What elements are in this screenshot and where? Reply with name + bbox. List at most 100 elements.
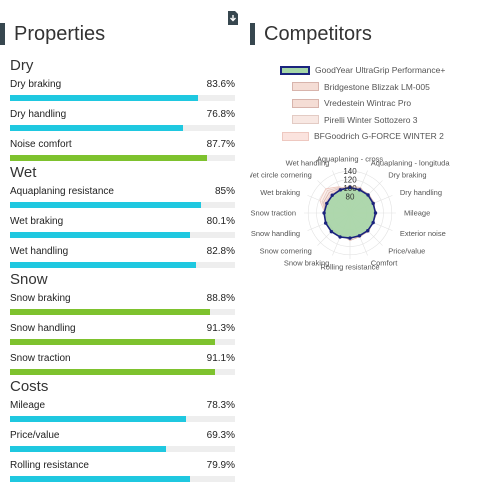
download-icon[interactable] (227, 11, 239, 25)
heading-accent-bar (250, 23, 255, 45)
properties-title: Properties (14, 22, 106, 45)
metric-bar-track (10, 369, 235, 375)
metric-row: Dry braking 83.6% (10, 79, 235, 109)
radar-axis-label: Comfort (371, 258, 399, 267)
legend-item[interactable]: Pirelli Winter Sottozero 3 (292, 112, 445, 129)
radar-tick-label: 120 (343, 176, 357, 185)
metric-value: 76.8% (206, 109, 235, 120)
series-point (371, 201, 375, 206)
metric-value: 91.3% (206, 323, 235, 334)
metric-row: Noise comfort 87.7% (10, 139, 235, 169)
legend-swatch (282, 131, 309, 141)
radar-axis-label: Wet circle cornering (250, 170, 312, 179)
properties-heading: Properties (0, 23, 105, 45)
group-title-costs: Costs (10, 378, 49, 395)
metric-label: Dry braking (10, 79, 62, 90)
legend-label: Vredestein Wintrac Pro (324, 98, 412, 109)
competitors-heading: Competitors (250, 23, 372, 45)
metric-bar-fill (10, 476, 190, 482)
group-title-wet: Wet (10, 164, 37, 181)
radar-axis-label: Aquaplaning - cross (317, 155, 384, 164)
radar-axis-label: Dry handling (400, 188, 442, 197)
metric-bar-track (10, 416, 235, 422)
metric-bar-fill (10, 446, 166, 452)
legend-swatch (280, 65, 310, 75)
metric-label: Noise comfort (10, 139, 72, 150)
legend-label: BFGoodrich G-FORCE WINTER 2 (314, 131, 444, 142)
radar-tick-label: 100 (343, 184, 357, 193)
series-point (329, 229, 334, 234)
metric-bar-fill (10, 262, 197, 268)
metric-value: 87.7% (206, 139, 235, 150)
radar-tick-label: 140 (343, 167, 357, 176)
radar-axis-label: Snow handling (251, 229, 300, 238)
group-title-snow: Snow (10, 271, 48, 288)
metric-value: 79.9% (206, 460, 235, 471)
metric-bar-fill (10, 416, 187, 422)
heading-accent-bar (0, 23, 5, 45)
metric-value: 83.6% (206, 79, 235, 90)
metric-value: 85% (214, 186, 235, 197)
metric-label: Dry handling (10, 109, 67, 120)
legend-item[interactable]: Vredestein Wintrac Pro (292, 95, 445, 112)
series-point (325, 201, 329, 206)
legend-item[interactable]: BFGoodrich G-FORCE WINTER 2 (282, 128, 445, 145)
metric-bar-track (10, 339, 235, 345)
metric-bar-fill (10, 95, 199, 101)
series-point (366, 229, 370, 233)
radar-axis-label: Wet braking (260, 188, 300, 197)
metric-row: Wet braking 80.1% (10, 216, 235, 246)
metric-value: 88.8% (206, 293, 235, 304)
metric-label: Mileage (10, 400, 46, 411)
metric-value: 80.1% (206, 216, 235, 227)
metric-bar-track (10, 476, 235, 482)
metric-bar-track (10, 232, 235, 238)
metric-row: Dry handling 76.8% (10, 109, 235, 139)
series-point (357, 188, 362, 192)
radar-axis-label: Price/value (388, 247, 425, 256)
metric-row: Wet handling 82.8% (10, 246, 235, 276)
legend-item[interactable]: Bridgestone Blizzak LM-005 (292, 79, 445, 96)
legend-label: GoodYear UltraGrip Performance+ (315, 65, 446, 76)
group-title-dry: Dry (10, 57, 34, 74)
metric-row: Snow braking 88.8% (10, 293, 235, 323)
series-point (322, 211, 326, 215)
radar-axis-label: Aquaplaning - longitudal (371, 159, 450, 168)
metric-label: Snow handling (10, 323, 76, 334)
series-point (357, 234, 362, 238)
radar-axis-label: Snow braking (284, 258, 329, 267)
metric-bar-track (10, 446, 235, 452)
series-point (348, 236, 352, 240)
metric-value: 82.8% (206, 246, 235, 257)
radar-axis-label: Exterior noise (400, 229, 446, 238)
metric-bar-fill (10, 309, 210, 315)
legend-label: Bridgestone Blizzak LM-005 (324, 81, 430, 92)
competitors-title: Competitors (264, 22, 372, 45)
metric-bar-track (10, 155, 235, 161)
radar-axis-label: Snow cornering (260, 247, 312, 256)
radar-tick-label: 80 (346, 192, 355, 201)
metric-label: Snow traction (10, 353, 71, 364)
series-point (338, 235, 342, 239)
legend-item[interactable]: GoodYear UltraGrip Performance+ (280, 62, 445, 79)
metric-row: Mileage 78.3% (10, 400, 235, 430)
series-point (348, 185, 352, 190)
metric-label: Snow braking (10, 293, 71, 304)
metric-row: Snow traction 91.1% (10, 353, 235, 383)
metric-bar-track (10, 309, 235, 315)
metric-bar-track (10, 125, 235, 131)
radar-axis-label: Snow traction (251, 209, 296, 218)
legend-swatch (292, 98, 319, 108)
metric-label: Price/value (10, 430, 60, 441)
metric-bar-fill (10, 339, 216, 345)
metric-bar-track (10, 202, 235, 208)
metric-bar-track (10, 262, 235, 268)
metric-bar-fill (10, 125, 183, 131)
radar-axis-label: Wet handling (286, 159, 330, 168)
metric-label: Rolling resistance (10, 460, 89, 471)
metric-bar-fill (10, 202, 202, 208)
series-point (330, 193, 334, 197)
metric-bar-fill (10, 369, 215, 375)
competitors-legend: GoodYear UltraGrip Performance+ Bridgesto… (280, 62, 445, 145)
